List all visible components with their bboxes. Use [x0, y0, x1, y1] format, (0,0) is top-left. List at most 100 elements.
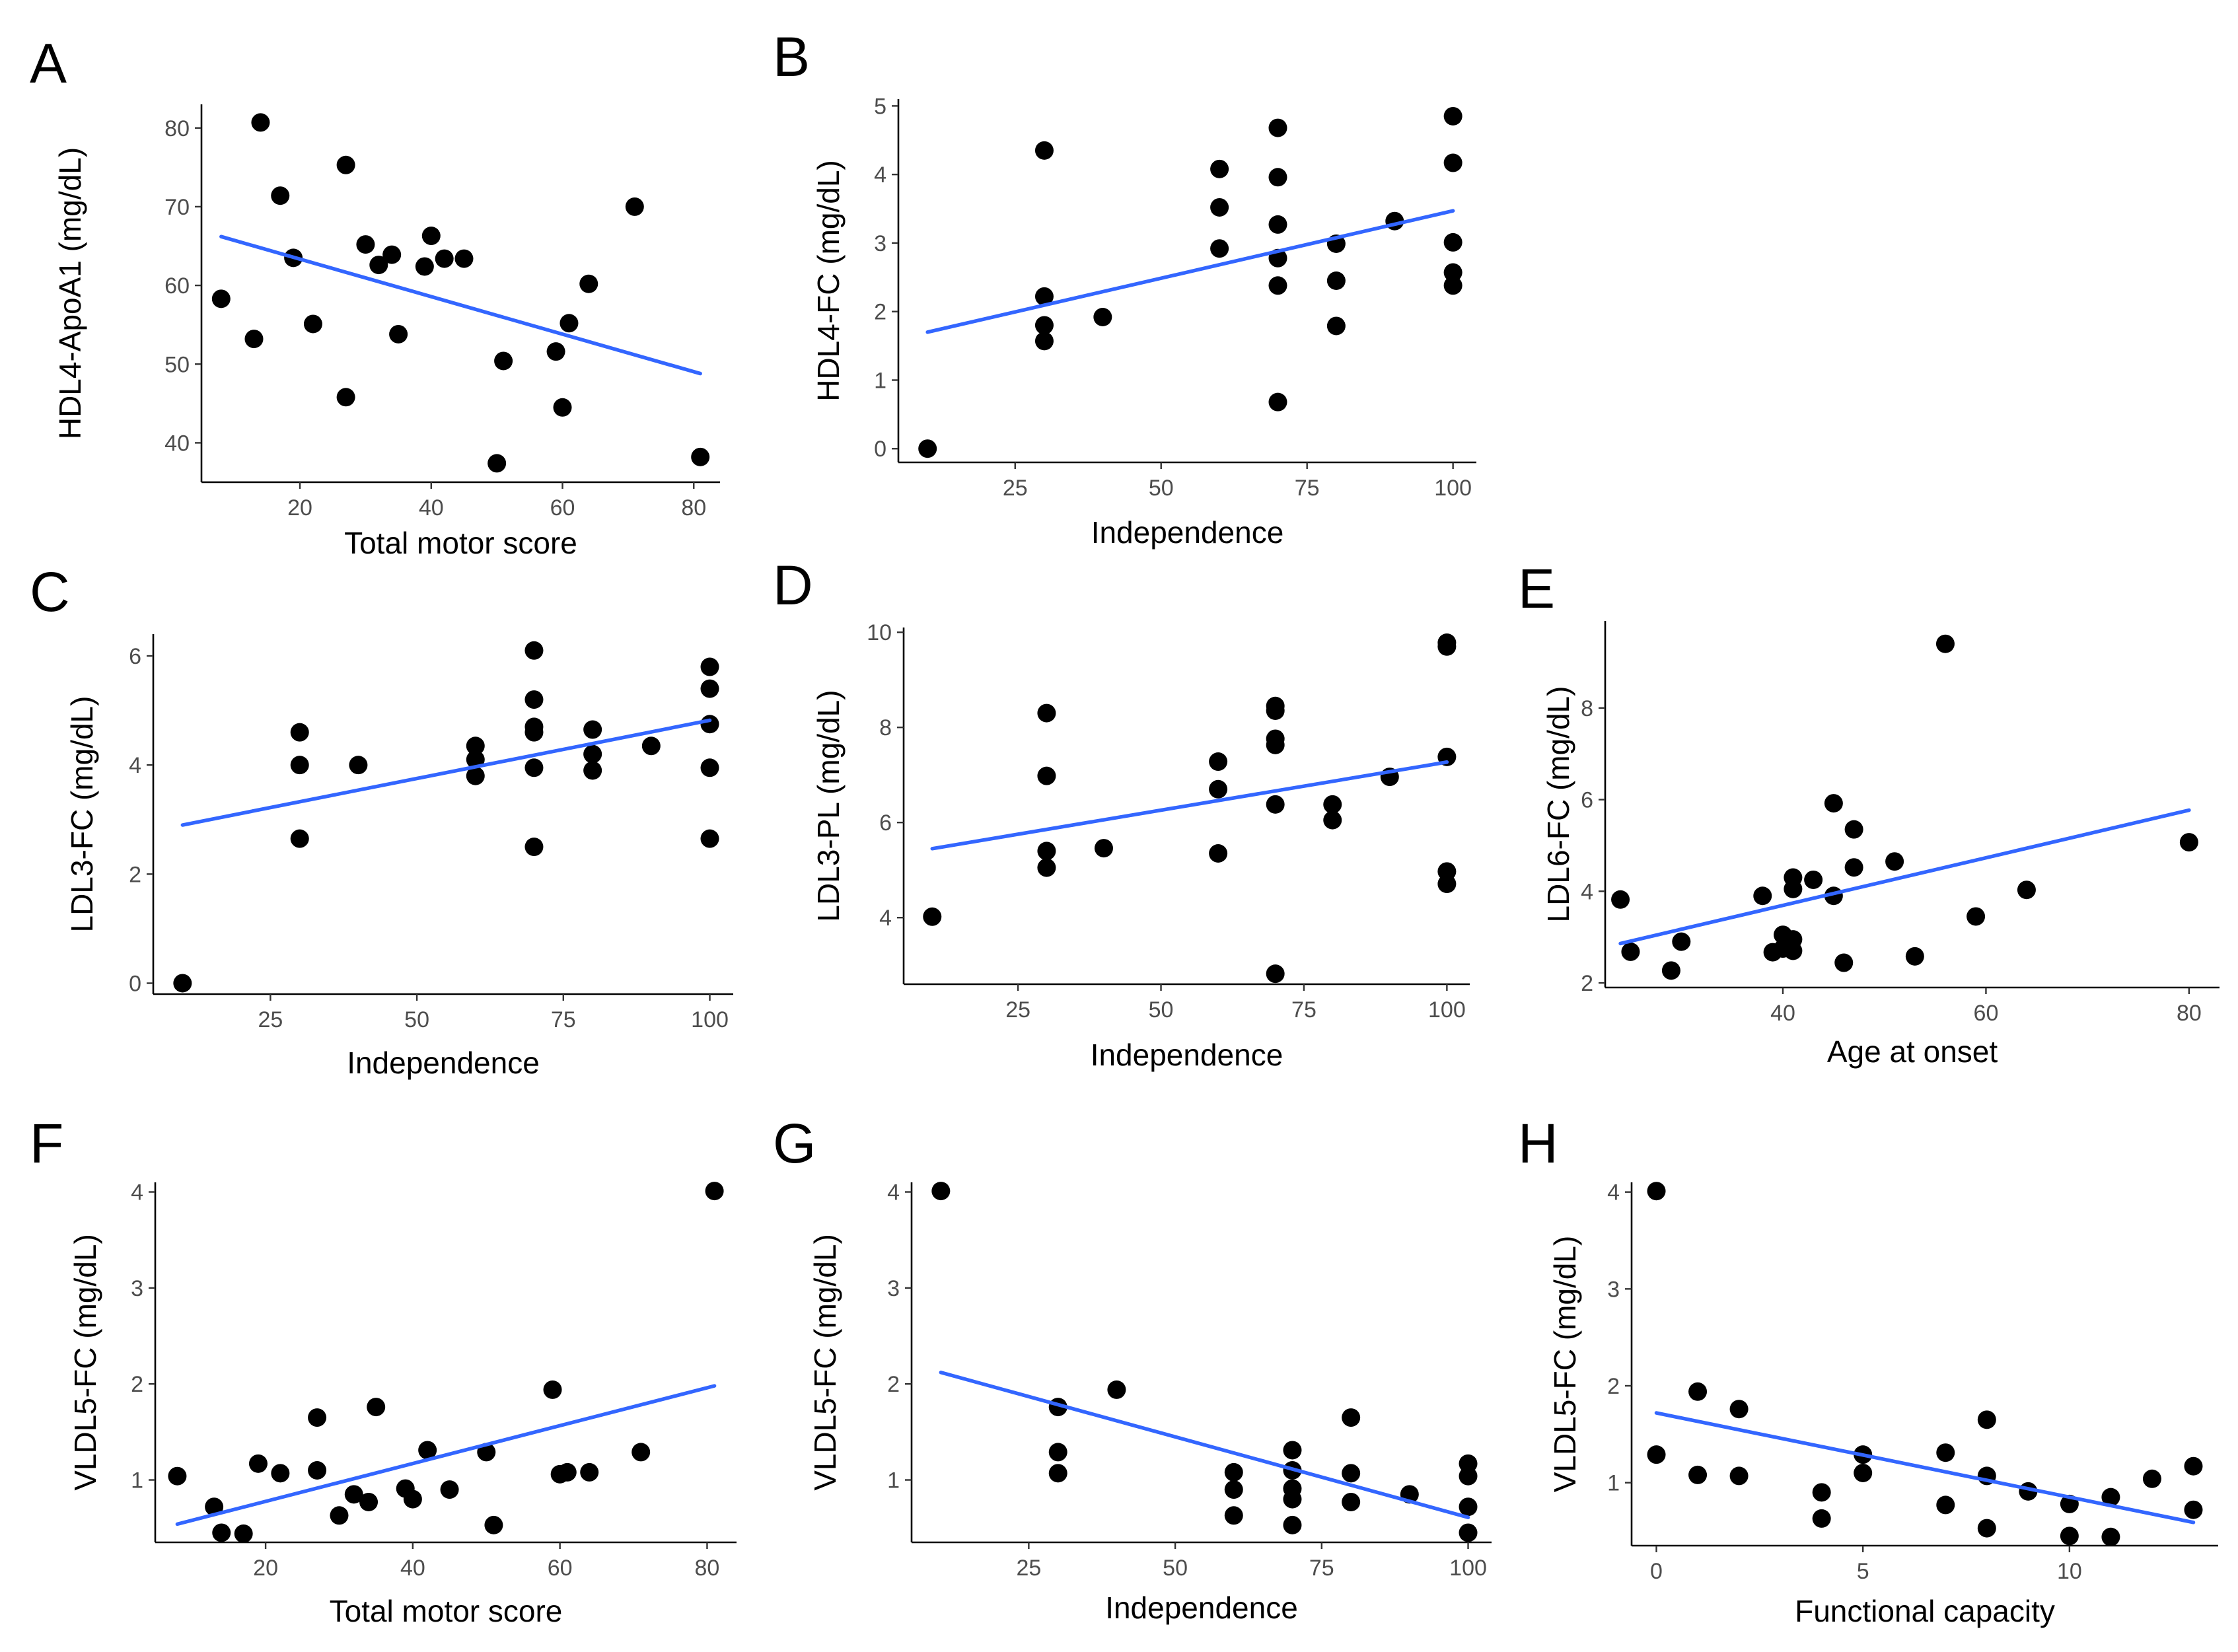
panel-b-data-point: [1326, 316, 1346, 336]
panel-c-data-point: [700, 829, 719, 848]
panel-g-data-point: [1459, 1523, 1478, 1542]
panel-b-y-tick-label: 2: [874, 300, 886, 325]
panel-b-x-tick-label: 25: [1003, 476, 1028, 501]
panel-g-x-title: Independence: [1105, 1591, 1298, 1625]
panel-g-y-tick-label: 1: [887, 1468, 900, 1493]
panel-a-data-point: [435, 249, 454, 268]
panel-f-x-tick-label: 60: [548, 1556, 573, 1581]
panel-c-y-tick-label: 0: [129, 971, 141, 996]
panel-c-data-point: [524, 758, 544, 777]
panel-g-data-point: [1107, 1380, 1126, 1399]
panel-f-data-point: [440, 1480, 459, 1499]
panel-c-x-tick-label: 50: [404, 1007, 429, 1032]
panel-h-data-point: [1977, 1519, 1996, 1538]
panel-h-letter: H: [1518, 1112, 1558, 1174]
panel-a-y-tick-label: 70: [164, 195, 190, 220]
panel-e-data-point: [1824, 794, 1843, 813]
panel-f-x-tick-label: 40: [400, 1556, 425, 1581]
panel-h-data-point: [1688, 1465, 1708, 1484]
panel-h-data-point: [2101, 1488, 2120, 1507]
panel-b-y-tick-label: 3: [874, 231, 886, 256]
panel-e-data-point: [1885, 852, 1904, 871]
panel-b-data-point: [1210, 159, 1229, 178]
panel-e-x-tick-label: 40: [1770, 1001, 1795, 1026]
panel-h-data-point: [1812, 1509, 1831, 1528]
panel-b-x-title: Independence: [1091, 515, 1284, 550]
panel-b-x-tick-label: 50: [1149, 476, 1174, 501]
panel-a-x-tick-label: 60: [550, 495, 575, 521]
panel-a-data-point: [415, 257, 434, 276]
panel-d-data-point: [1037, 766, 1056, 785]
panel-h-y-tick-label: 2: [1607, 1374, 1620, 1399]
panel-f-letter: F: [30, 1112, 63, 1174]
panel-c-data-point: [700, 679, 719, 698]
panel-h-x-title: Functional capacity: [1795, 1594, 2055, 1628]
panel-h-y-tick-label: 3: [1607, 1277, 1620, 1302]
panel-c-data-point: [583, 761, 602, 780]
panel-g-data-point: [1224, 1462, 1243, 1482]
panel-d-y-tick-label: 4: [879, 906, 892, 931]
panel-b-y-tick-label: 0: [874, 437, 886, 462]
panel-b-data-point: [1034, 332, 1054, 351]
panel-a-data-point: [421, 227, 441, 246]
panel-a-x-tick-label: 20: [287, 495, 312, 521]
panel-c-data-point: [524, 838, 544, 857]
panel-a-data-point: [579, 274, 598, 293]
panel-e-y-tick-label: 2: [1581, 971, 1593, 996]
panel-d-x-title: Independence: [1091, 1038, 1283, 1072]
panel-e-data-point: [1611, 890, 1630, 909]
panel-g: G 25 50 75 100 1 2 3 4 Independence VLDL5-FC (mg/d…: [773, 1112, 1492, 1625]
panel-g-data-point: [1342, 1408, 1361, 1427]
panel-d-data-point: [1266, 735, 1285, 754]
panel-d-x-tick-label: 25: [1005, 997, 1030, 1023]
panel-g-y-tick-label: 3: [887, 1276, 900, 1301]
panel-c-y-tick-label: 2: [129, 862, 141, 887]
panel-c-y-tick-label: 6: [129, 644, 141, 669]
panel-f-data-point: [705, 1182, 724, 1201]
panel-g-x-tick-label: 25: [1016, 1556, 1041, 1581]
panel-g-fit-line: [939, 1371, 1470, 1519]
panel-e-y-tick-label: 4: [1581, 879, 1593, 904]
panel-f-x-title: Total motor score: [330, 1594, 563, 1628]
panel-f-data-point: [367, 1398, 386, 1417]
panel-d-x-tick-label: 100: [1428, 997, 1466, 1023]
panel-f-data-point: [344, 1485, 363, 1504]
panel-e-x-tick-label: 60: [1974, 1001, 1999, 1026]
panel-f-data-point: [403, 1490, 422, 1509]
panel-e-y-title: LDL6-FC (mg/dL): [1541, 686, 1575, 923]
panel-e-x-title: Age at onset: [1827, 1034, 1998, 1069]
panel-g-data-point: [1048, 1443, 1067, 1462]
panel-f-data-point: [271, 1464, 290, 1483]
panel-b-y-tick-label: 5: [874, 94, 886, 119]
panel-a-data-point: [382, 245, 402, 264]
panel-a-data-point: [369, 256, 388, 275]
panel-c-x-tick-label: 75: [551, 1007, 576, 1032]
panel-b-data-point: [1268, 276, 1287, 295]
panel-b-data-point: [1268, 168, 1287, 187]
panel-a-data-point: [271, 186, 290, 205]
panel-d-letter: D: [773, 554, 813, 616]
panel-d-data-point: [1037, 703, 1056, 723]
panel-d-data-point: [1037, 858, 1056, 877]
panel-d-x-tick-label: 50: [1149, 997, 1174, 1023]
panel-g-data-point: [1459, 1466, 1478, 1486]
panel-e-x-tick-label: 80: [2177, 1001, 2202, 1026]
panel-d-y-tick-label: 6: [879, 810, 892, 836]
panel-b-data-point: [1268, 392, 1287, 412]
panel-c-fit-line: [180, 718, 712, 827]
panel-d-data-point: [1266, 795, 1285, 814]
panel-h-data-point: [1936, 1443, 1955, 1462]
panel-e-data-point: [1672, 932, 1691, 951]
panel-e-data-point: [1844, 820, 1863, 839]
panel-b-data-point: [1443, 153, 1462, 172]
panel-a-data-point: [303, 314, 322, 334]
panel-f-data-point: [168, 1466, 187, 1486]
panel-b-data-point: [1443, 233, 1462, 252]
panel-b-data-point: [1268, 215, 1287, 234]
panel-h-fit-line: [1654, 1411, 2196, 1525]
panel-c-data-point: [290, 756, 309, 775]
panel-h-x-tick-label: 10: [2057, 1559, 2082, 1584]
panel-a-data-point: [356, 235, 375, 254]
panel-h-data-point: [2142, 1469, 2161, 1488]
